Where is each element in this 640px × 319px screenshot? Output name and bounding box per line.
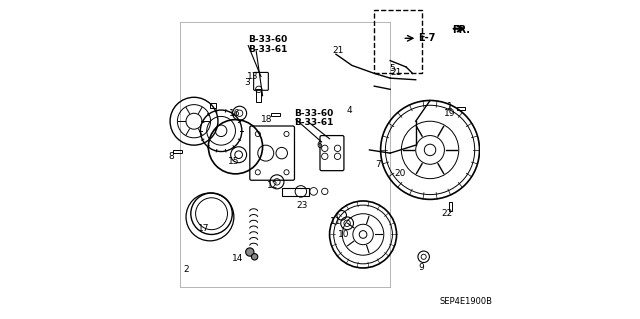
Text: 15: 15 — [228, 157, 239, 166]
Text: 16: 16 — [228, 109, 240, 118]
Bar — [457, 107, 465, 110]
Bar — [256, 89, 261, 102]
Text: 21: 21 — [390, 68, 401, 77]
Text: 6: 6 — [317, 141, 322, 150]
Text: 4: 4 — [347, 106, 353, 115]
Text: 13: 13 — [247, 72, 259, 81]
Text: B-33-61: B-33-61 — [248, 45, 287, 54]
Text: 2: 2 — [183, 265, 189, 274]
Bar — [271, 113, 280, 116]
Bar — [449, 202, 452, 211]
Text: 17: 17 — [198, 224, 210, 233]
Text: 14: 14 — [232, 254, 243, 263]
Circle shape — [246, 248, 254, 256]
Text: B-33-61: B-33-61 — [294, 118, 334, 127]
Bar — [173, 150, 182, 153]
Text: 21: 21 — [333, 46, 344, 55]
Text: FR.: FR. — [452, 25, 470, 35]
Text: 5: 5 — [389, 64, 395, 73]
Text: E-7: E-7 — [418, 33, 436, 43]
Text: 8: 8 — [169, 152, 175, 161]
Text: 1: 1 — [447, 102, 453, 111]
Text: 18: 18 — [260, 115, 272, 124]
Circle shape — [252, 254, 258, 260]
Bar — [210, 103, 216, 108]
Text: 22: 22 — [442, 209, 452, 218]
Text: 7: 7 — [375, 160, 381, 169]
Text: 3: 3 — [244, 78, 250, 87]
Text: 9: 9 — [419, 263, 424, 272]
Text: 11: 11 — [330, 217, 341, 226]
Text: 19: 19 — [444, 109, 456, 118]
Text: B-33-60: B-33-60 — [248, 35, 287, 44]
Text: 23: 23 — [297, 201, 308, 210]
Text: B-33-60: B-33-60 — [294, 109, 333, 118]
Text: 10: 10 — [337, 230, 349, 239]
Text: 20: 20 — [394, 169, 405, 178]
Text: SEP4E1900B: SEP4E1900B — [440, 297, 493, 306]
Text: 12: 12 — [266, 181, 278, 189]
